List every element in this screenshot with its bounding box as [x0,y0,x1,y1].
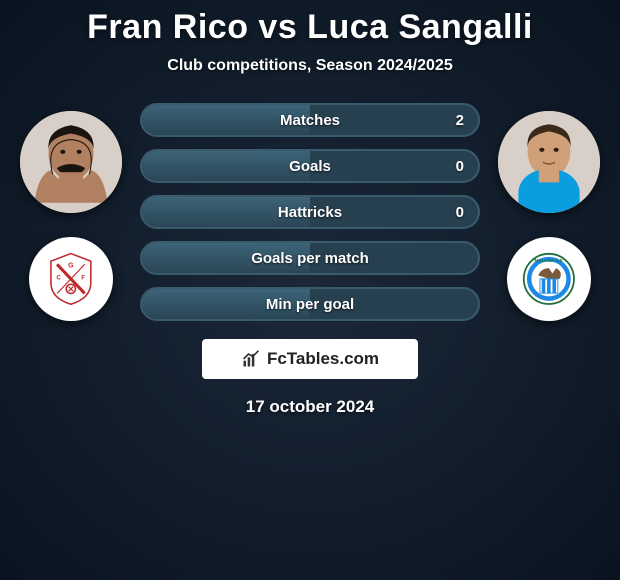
main-row: G C F Matches 2 Goals 0 [0,103,620,321]
player-left-avatar [20,111,122,213]
stat-bar: Min per goal [140,287,480,321]
stat-bar: Matches 2 [140,103,480,137]
subtitle: Club competitions, Season 2024/2025 [167,57,452,75]
source-logo: FcTables.com [202,339,418,379]
svg-text:C: C [56,275,61,282]
stat-bars: Matches 2 Goals 0 Hattricks 0 Goals per … [140,103,480,321]
player-right-portrait-icon [498,111,600,213]
source-logo-text: FcTables.com [267,349,379,369]
stat-bar: Goals per match [140,241,480,275]
stat-bar-value: 0 [456,151,464,181]
chart-icon [241,349,261,369]
club-right-badge: MALAGA C.F. [507,237,591,321]
club-right-crest-icon: MALAGA C.F. [522,252,576,306]
comparison-card: Fran Rico vs Luca Sangalli Club competit… [0,0,620,417]
stat-bar-label: Goals per match [142,243,478,273]
stat-bar: Hattricks 0 [140,195,480,229]
player-right-avatar [498,111,600,213]
club-left-badge: G C F [29,237,113,321]
svg-text:F: F [81,275,85,282]
right-column: MALAGA C.F. [498,103,600,321]
player-left-portrait-icon [20,111,122,213]
stat-bar-label: Goals [142,151,478,181]
left-column: G C F [20,103,122,321]
stat-bar-value: 0 [456,197,464,227]
club-left-crest-icon: G C F [44,252,98,306]
page-title: Fran Rico vs Luca Sangalli [87,8,533,47]
svg-text:G: G [68,262,73,269]
stat-bar-label: Min per goal [142,289,478,319]
stat-bar-label: Matches [142,105,478,135]
stat-bar: Goals 0 [140,149,480,183]
stat-bar-label: Hattricks [142,197,478,227]
date-text: 17 october 2024 [246,397,375,417]
stat-bar-value: 2 [456,105,464,135]
svg-text:MALAGA C.F.: MALAGA C.F. [535,258,564,263]
